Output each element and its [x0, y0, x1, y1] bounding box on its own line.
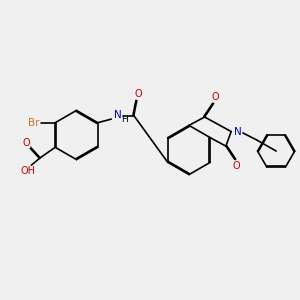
Text: N: N: [114, 110, 122, 121]
Text: O: O: [22, 138, 30, 148]
Text: N: N: [234, 127, 242, 136]
Text: Br: Br: [28, 118, 40, 128]
Text: OH: OH: [21, 166, 36, 176]
Text: O: O: [232, 161, 240, 171]
Text: O: O: [134, 89, 142, 99]
Text: O: O: [211, 92, 219, 102]
Text: H: H: [121, 115, 128, 124]
